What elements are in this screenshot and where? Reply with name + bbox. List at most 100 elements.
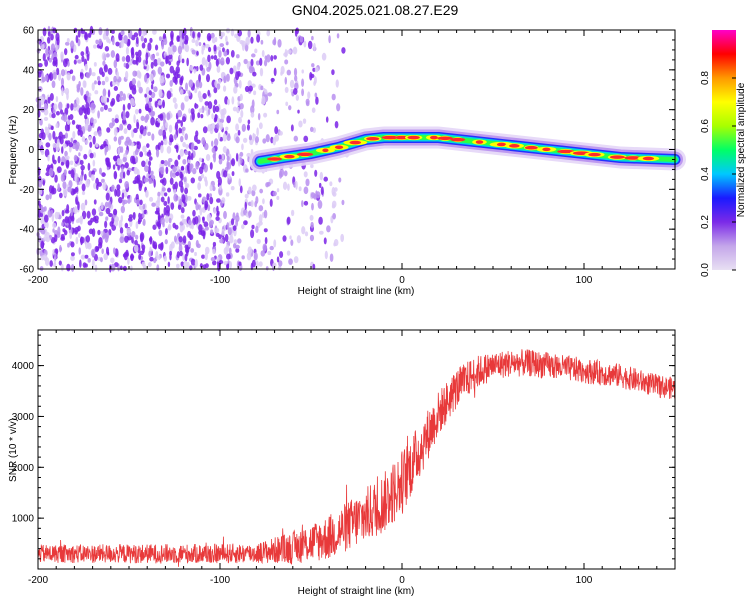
spectrogram-cell xyxy=(246,124,250,131)
spectrogram-cell xyxy=(230,185,235,191)
spectrogram-cell xyxy=(47,123,51,128)
spectrogram-cell xyxy=(217,132,221,141)
spectrogram-cell xyxy=(218,260,224,265)
spectrogram-cell xyxy=(320,186,324,196)
spectrogram-cell xyxy=(284,86,289,94)
spectrogram-cell xyxy=(98,211,104,217)
spectrogram-cell xyxy=(124,140,130,147)
spectrogram-cell xyxy=(188,108,191,114)
spectrogram-cell xyxy=(135,198,141,205)
spectrogram-cell xyxy=(203,221,209,228)
spectrogram-cell xyxy=(60,77,65,87)
spectrogram-cell xyxy=(197,182,201,191)
spectrogram-cell xyxy=(233,86,238,94)
spectrogram-cell xyxy=(67,124,71,132)
spectrogram-cell xyxy=(235,244,240,249)
spectrogram-cell xyxy=(212,241,217,247)
spectrogram-cell xyxy=(122,156,127,163)
spectrogram-cell xyxy=(54,211,60,220)
spectrogram-cell xyxy=(104,76,109,83)
spectrogram-cell xyxy=(40,205,44,214)
spectrogram-cell xyxy=(81,105,85,111)
spectrogram-cell xyxy=(88,67,92,76)
spectrogram-cell xyxy=(53,262,57,268)
spectrogram-cell xyxy=(113,136,118,142)
spectrogram-cell xyxy=(183,260,188,270)
spectrogram-cell xyxy=(235,136,240,144)
spectrogram-cell xyxy=(279,251,284,259)
spectrogram-cell xyxy=(232,225,237,231)
spectrogram-cell xyxy=(201,56,206,66)
spectrogram-cell xyxy=(251,99,255,109)
spectrogram-cell xyxy=(176,35,180,43)
spectrogram-cell xyxy=(314,66,319,73)
spectrogram-cell xyxy=(84,32,89,41)
spectrogram-cell xyxy=(121,56,126,62)
spectrogram-cell xyxy=(216,65,221,73)
spectrogram-cell xyxy=(167,225,172,231)
spectrogram-cell xyxy=(191,223,194,230)
spectrogram-cell xyxy=(265,134,270,143)
spectrogram-cell xyxy=(147,131,151,137)
spectrogram-cell xyxy=(252,184,257,192)
spectrogram-cell xyxy=(178,236,183,243)
spectrogram-cell xyxy=(70,207,73,217)
spectrogram-peak xyxy=(524,145,538,150)
spectrogram-cell xyxy=(148,90,152,96)
spectrogram-cell xyxy=(179,250,183,257)
spectrogram-cell xyxy=(236,106,240,114)
spectrogram-cell xyxy=(127,198,131,204)
spectrogram-cell xyxy=(250,111,255,118)
spectrogram-peak xyxy=(395,135,409,140)
spectrogram-cell xyxy=(195,201,199,211)
spectrogram-cell xyxy=(87,258,91,263)
spectrogram-cell xyxy=(173,193,179,202)
spectrogram-cell xyxy=(220,60,225,66)
spectrogram-cell xyxy=(79,259,82,268)
spectrogram-cell xyxy=(231,96,235,105)
spectrogram-cell xyxy=(194,88,198,94)
spectrogram-cell xyxy=(163,38,168,46)
spectrogram-cell xyxy=(154,210,160,215)
spectrogram-y-tick-label: 20 xyxy=(23,105,35,116)
spectrogram-cell xyxy=(84,199,88,206)
spectrogram-cell xyxy=(71,119,76,125)
spectrogram-cell xyxy=(217,79,222,84)
spectrogram-cell xyxy=(169,65,175,74)
spectrogram-cell xyxy=(68,223,72,231)
spectrogram-cell xyxy=(218,49,222,58)
spectrogram-cell xyxy=(93,44,97,49)
spectrogram-cell xyxy=(246,152,252,158)
spectrogram-cell xyxy=(243,220,248,226)
spectrogram-cell xyxy=(158,254,161,260)
spectrogram-cell xyxy=(267,250,272,256)
spectrogram-cell xyxy=(84,263,88,268)
spectrogram-cell xyxy=(96,183,99,191)
spectrogram-cell xyxy=(49,260,53,267)
spectrogram-cell xyxy=(222,170,228,178)
spectrogram-cell xyxy=(192,31,195,39)
spectrogram-cell xyxy=(198,224,203,233)
spectrogram-cell xyxy=(100,144,105,150)
spectrogram-cell xyxy=(68,142,74,148)
spectrogram-cell xyxy=(181,41,185,50)
spectrogram-cell xyxy=(184,133,189,141)
spectrogram-cell xyxy=(102,60,106,66)
spectrogram-cell xyxy=(109,221,114,227)
spectrogram-cell xyxy=(162,32,167,40)
spectrogram-cell xyxy=(195,79,200,88)
spectrogram-cell xyxy=(331,93,336,101)
spectrogram-cell xyxy=(234,33,238,39)
spectrogram-cell xyxy=(160,217,165,225)
spectrogram-cell xyxy=(130,255,134,261)
spectrogram-cell xyxy=(216,256,220,262)
spectrogram-cell xyxy=(70,252,75,257)
spectrogram-cell xyxy=(116,70,120,80)
spectrogram-cell xyxy=(247,80,252,88)
spectrogram-cell xyxy=(188,90,191,97)
spectrogram-cell xyxy=(235,214,240,223)
spectrogram-cell xyxy=(194,102,197,109)
spectrogram-cell xyxy=(120,205,125,214)
spectrogram-cell xyxy=(102,181,107,191)
spectrogram-cell xyxy=(294,75,298,82)
